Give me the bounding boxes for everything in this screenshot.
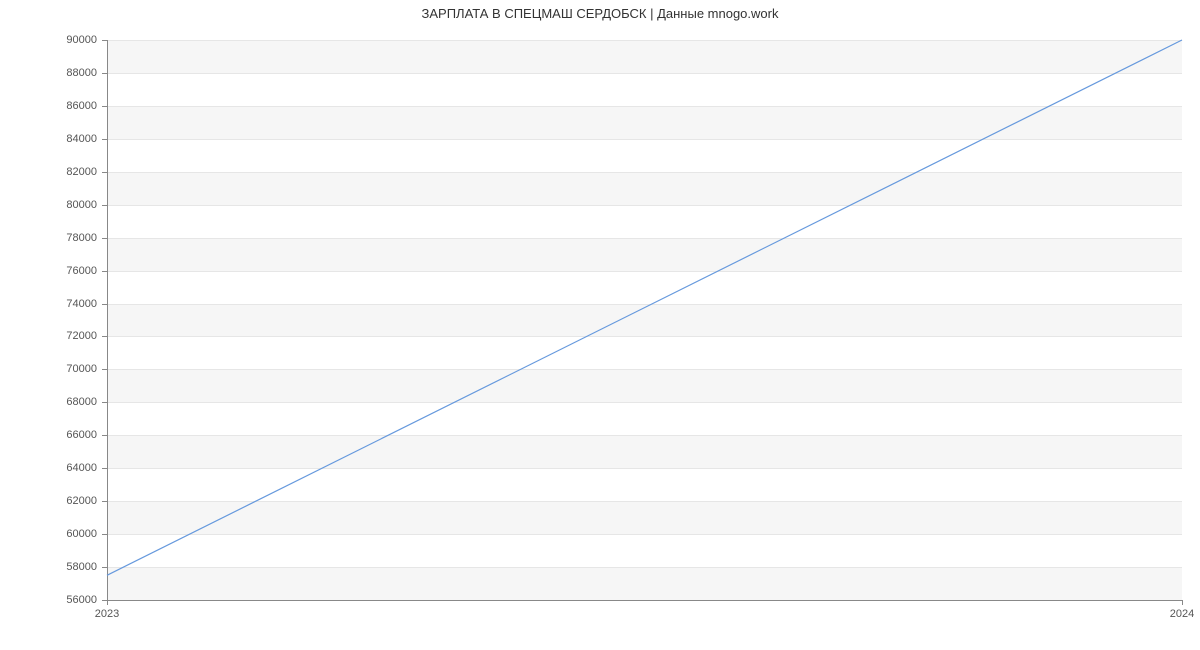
y-tick-label: 72000 [57,330,97,342]
y-tick-label: 60000 [57,528,97,540]
y-tick-label: 76000 [57,265,97,277]
x-tick [1182,600,1183,605]
x-axis [107,600,1182,601]
chart-title: ЗАРПЛАТА В СПЕЦМАШ СЕРДОБСК | Данные mno… [0,6,1200,21]
series-line-salary [107,40,1182,575]
x-tick-label: 2023 [95,608,119,620]
x-tick [107,600,108,605]
series-layer [107,40,1182,600]
y-tick-label: 78000 [57,232,97,244]
plot-area: 5600058000600006200064000660006800070000… [107,40,1182,600]
y-tick-label: 68000 [57,396,97,408]
y-tick-label: 74000 [57,298,97,310]
y-tick-label: 84000 [57,133,97,145]
y-tick-label: 56000 [57,594,97,606]
salary-chart: ЗАРПЛАТА В СПЕЦМАШ СЕРДОБСК | Данные mno… [0,0,1200,650]
y-tick-label: 90000 [57,34,97,46]
y-tick-label: 86000 [57,100,97,112]
y-tick-label: 58000 [57,561,97,573]
y-tick-label: 88000 [57,67,97,79]
y-tick-label: 64000 [57,462,97,474]
y-tick-label: 66000 [57,429,97,441]
y-tick-label: 82000 [57,166,97,178]
x-tick-label: 2024 [1170,608,1194,620]
y-tick-label: 80000 [57,199,97,211]
y-tick-label: 70000 [57,363,97,375]
y-tick-label: 62000 [57,495,97,507]
